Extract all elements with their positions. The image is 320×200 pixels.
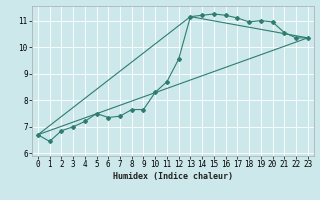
X-axis label: Humidex (Indice chaleur): Humidex (Indice chaleur)	[113, 172, 233, 181]
